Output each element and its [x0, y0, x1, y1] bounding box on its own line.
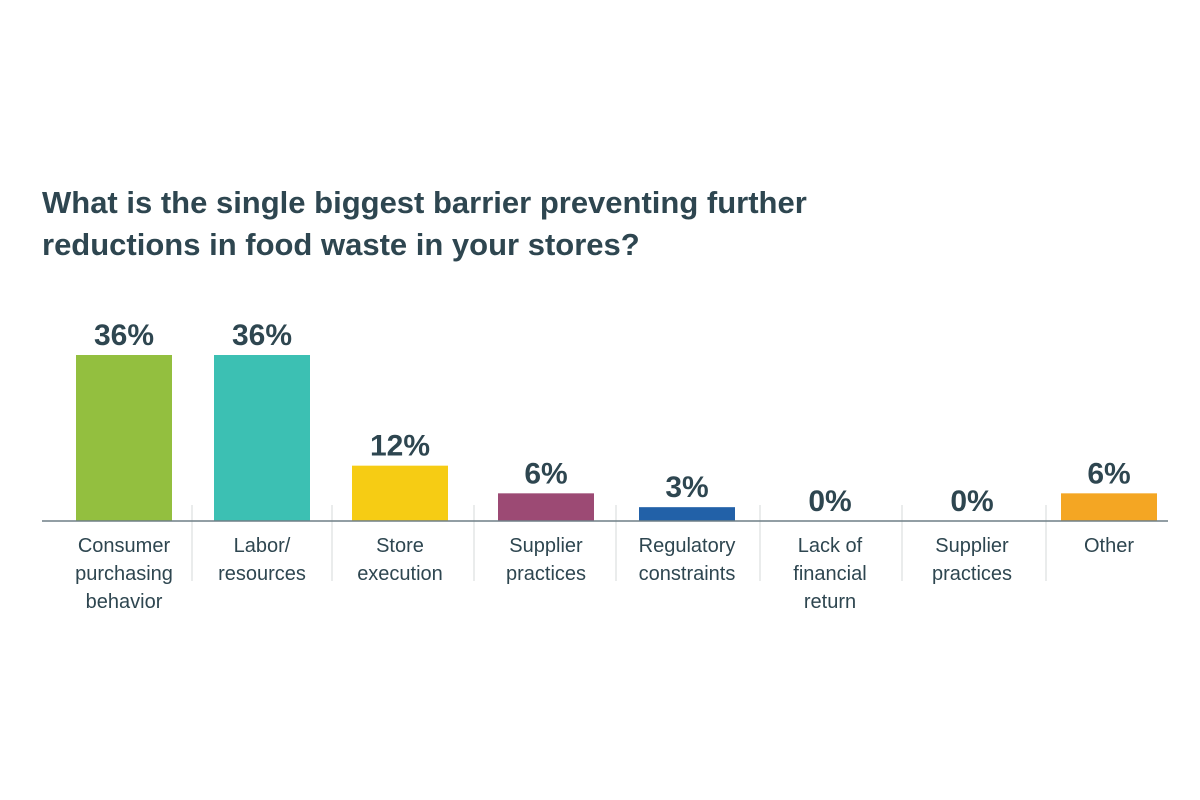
bar — [639, 507, 735, 521]
category-tick-label: Supplier — [935, 535, 1009, 557]
bar — [498, 493, 594, 521]
category-tick-label: practices — [506, 563, 586, 585]
bar-value-label: 36% — [232, 319, 292, 352]
bar — [214, 355, 310, 521]
bar-value-label: 6% — [524, 457, 567, 490]
bar-value-label: 36% — [94, 319, 154, 352]
chart-title-line-1: What is the single biggest barrier preve… — [42, 185, 807, 220]
chart-title-line-2: reductions in food waste in your stores? — [42, 227, 640, 262]
category-tick-label: constraints — [639, 563, 736, 585]
category-tick-label: behavior — [86, 591, 163, 613]
bar-value-label: 0% — [950, 485, 993, 518]
category-tick-label: Other — [1084, 535, 1134, 557]
category-tick-label: Labor/ — [234, 535, 291, 557]
category-tick-label: Regulatory — [639, 535, 736, 557]
category-tick-label: Lack of — [798, 535, 863, 557]
bar-value-label: 3% — [665, 471, 708, 504]
bar-value-label: 6% — [1087, 457, 1130, 490]
bar — [76, 355, 172, 521]
bar — [352, 465, 448, 521]
category-tick-label: purchasing — [75, 563, 173, 585]
category-tick-label: practices — [932, 563, 1012, 585]
category-tick-label: execution — [357, 563, 443, 585]
bar-value-label: 0% — [808, 485, 851, 518]
bar — [1061, 493, 1157, 521]
category-tick-label: resources — [218, 563, 306, 585]
category-tick-label: Supplier — [509, 535, 583, 557]
category-tick-label: return — [804, 591, 856, 613]
category-tick-label: Consumer — [78, 535, 171, 557]
category-tick-label: financial — [793, 563, 866, 585]
category-tick-label: Store — [376, 535, 424, 557]
bar-value-label: 12% — [370, 430, 430, 463]
